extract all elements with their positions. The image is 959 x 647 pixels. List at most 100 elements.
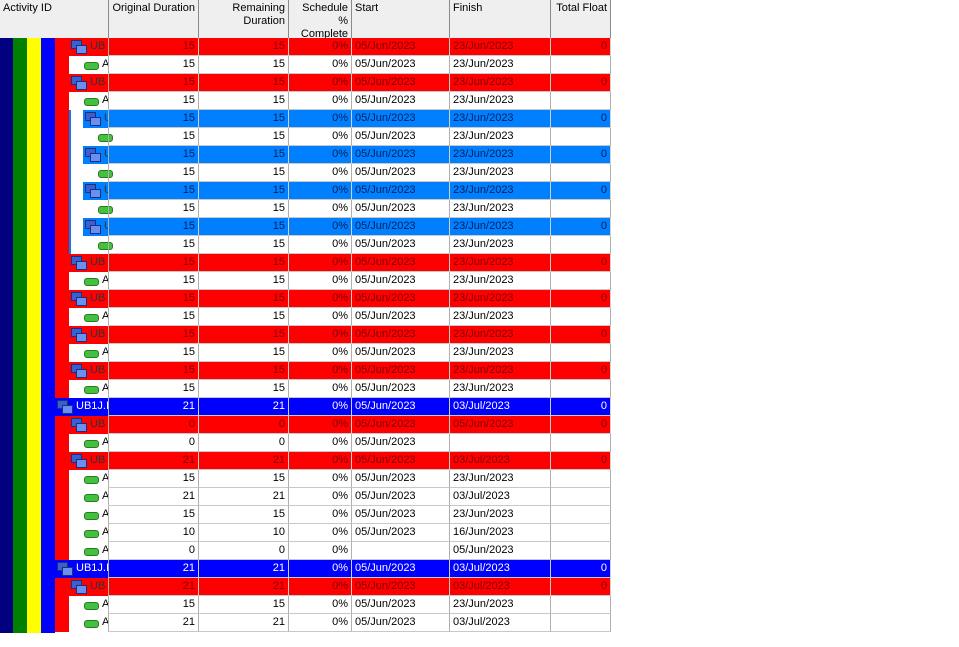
row-background (83, 506, 611, 524)
activity-id-cell[interactable]: UB (90, 364, 106, 376)
activity-row[interactable]: A 0 0 0% 05/Jun/2023 (0, 542, 611, 560)
total-float-cell (551, 506, 611, 524)
wbs-guide-line (69, 146, 83, 164)
column-header-total-float[interactable]: Total Float (551, 0, 611, 38)
schedule-complete-cell: 0% (289, 164, 352, 182)
activity-id-cell[interactable]: A (102, 490, 109, 502)
row-background (69, 362, 611, 380)
original-duration-cell: 15 (109, 92, 199, 110)
original-duration-cell: 15 (109, 74, 199, 92)
remaining-duration-cell: 21 (199, 488, 289, 506)
activity-row[interactable]: 15 15 0% 05/Jun/2023 23/Jun/2023 (0, 236, 611, 254)
wbs-row[interactable]: U 15 15 0% 05/Jun/2023 23/Jun/2023 0 (0, 182, 611, 200)
schedule-complete-cell: 0% (289, 272, 352, 290)
wbs-row[interactable]: UB 15 15 0% 05/Jun/2023 23/Jun/2023 0 (0, 38, 611, 56)
activity-id-cell[interactable]: A (102, 508, 109, 520)
activity-id-column-border (108, 92, 109, 110)
activity-id-cell[interactable]: UB (90, 328, 106, 340)
column-header-activity-id[interactable]: Activity ID (0, 0, 109, 38)
wbs-guide-line (55, 596, 69, 614)
original-duration-cell: 0 (109, 416, 199, 434)
activity-id-cell[interactable]: U (104, 220, 109, 232)
start-cell: 05/Jun/2023 (352, 128, 450, 146)
activity-id-cell[interactable]: A (102, 346, 109, 358)
row-background (83, 596, 611, 614)
activity-id-cell[interactable]: A (102, 310, 109, 322)
original-duration-cell: 15 (109, 128, 199, 146)
activity-id-cell[interactable]: UB (90, 76, 106, 88)
activity-id-cell[interactable]: A (102, 58, 109, 70)
activity-row[interactable]: A 15 15 0% 05/Jun/2023 23/Jun/2023 (0, 506, 611, 524)
column-header-original-duration[interactable]: Original Duration (109, 0, 199, 38)
activity-row[interactable]: A 0 0 0% 05/Jun/2023 (0, 434, 611, 452)
wbs-row[interactable]: UB 15 15 0% 05/Jun/2023 23/Jun/2023 0 (0, 254, 611, 272)
original-duration-cell: 21 (109, 452, 199, 470)
activity-bar-icon (84, 350, 99, 358)
activity-id-cell[interactable]: UB (90, 292, 106, 304)
wbs-row[interactable]: UB1J.I 21 21 0% 05/Jun/2023 03/Jul/2023 0 (0, 560, 611, 578)
wbs-row[interactable]: UB 15 15 0% 05/Jun/2023 23/Jun/2023 0 (0, 326, 611, 344)
activity-row[interactable]: A 21 21 0% 05/Jun/2023 03/Jul/2023 (0, 614, 611, 632)
activity-row[interactable]: 15 15 0% 05/Jun/2023 23/Jun/2023 (0, 128, 611, 146)
wbs-row[interactable]: UB 15 15 0% 05/Jun/2023 23/Jun/2023 0 (0, 290, 611, 308)
activity-id-cell[interactable]: A (102, 616, 109, 628)
activity-id-cell[interactable]: UB1J.I (76, 562, 109, 574)
activity-id-cell[interactable]: A (102, 382, 109, 394)
activity-id-cell[interactable]: U (104, 148, 109, 160)
activity-row[interactable]: A 15 15 0% 05/Jun/2023 23/Jun/2023 (0, 380, 611, 398)
table-header: Activity ID Original Duration Remaining … (0, 0, 611, 39)
wbs-row[interactable]: UB 0 0 0% 05/Jun/2023 05/Jun/2023 0 (0, 416, 611, 434)
activity-id-cell[interactable]: A (102, 472, 109, 484)
activity-id-cell[interactable]: UB1J.I (76, 400, 109, 412)
activity-row[interactable]: A 15 15 0% 05/Jun/2023 23/Jun/2023 (0, 470, 611, 488)
wbs-row[interactable]: U 15 15 0% 05/Jun/2023 23/Jun/2023 0 (0, 110, 611, 128)
wbs-row[interactable]: U 15 15 0% 05/Jun/2023 23/Jun/2023 0 (0, 218, 611, 236)
activity-id-cell[interactable]: UB (90, 256, 106, 268)
wbs-row[interactable]: UB 15 15 0% 05/Jun/2023 23/Jun/2023 0 (0, 362, 611, 380)
activity-id-cell[interactable]: A (102, 94, 109, 106)
activity-id-cell[interactable]: A (102, 598, 109, 610)
activity-row[interactable]: A 15 15 0% 05/Jun/2023 23/Jun/2023 (0, 92, 611, 110)
activity-row[interactable]: A 15 15 0% 05/Jun/2023 23/Jun/2023 (0, 56, 611, 74)
finish-cell: 23/Jun/2023 (450, 362, 551, 380)
wbs-row[interactable]: U 15 15 0% 05/Jun/2023 23/Jun/2023 0 (0, 146, 611, 164)
activity-id-cell[interactable]: UB (90, 454, 106, 466)
activity-id-cell[interactable]: UB (90, 40, 106, 52)
activity-id-column-border (108, 236, 109, 254)
activity-id-cell[interactable]: A (102, 526, 109, 538)
activity-row[interactable]: 15 15 0% 05/Jun/2023 23/Jun/2023 (0, 164, 611, 182)
column-header-start[interactable]: Start (352, 0, 450, 38)
column-header-finish[interactable]: Finish (450, 0, 551, 38)
activity-id-cell[interactable]: A (102, 274, 109, 286)
schedule-complete-cell: 0% (289, 398, 352, 416)
activity-id-cell[interactable]: UB (90, 418, 106, 430)
activity-row[interactable]: A 15 15 0% 05/Jun/2023 23/Jun/2023 (0, 272, 611, 290)
column-header-schedule-complete[interactable]: Schedule % Complete (289, 0, 352, 38)
total-float-cell: 0 (551, 452, 611, 470)
total-float-cell (551, 236, 611, 254)
schedule-complete-cell: 0% (289, 524, 352, 542)
wbs-row[interactable]: UB 21 21 0% 05/Jun/2023 03/Jul/2023 0 (0, 578, 611, 596)
remaining-duration-cell: 10 (199, 524, 289, 542)
activity-id-cell[interactable]: A (102, 436, 109, 448)
activity-id-cell[interactable]: U (104, 112, 109, 124)
activity-row[interactable]: A 15 15 0% 05/Jun/2023 23/Jun/2023 (0, 308, 611, 326)
activity-row[interactable]: A 15 15 0% 05/Jun/2023 23/Jun/2023 (0, 344, 611, 362)
column-header-remaining-duration[interactable]: Remaining Duration (199, 0, 289, 38)
activity-id-cell[interactable]: A (102, 544, 109, 556)
finish-cell: 23/Jun/2023 (450, 128, 551, 146)
wbs-guide-line (55, 56, 69, 74)
activity-row[interactable]: A 10 10 0% 05/Jun/2023 16/Jun/2023 (0, 524, 611, 542)
activity-row[interactable]: A 21 21 0% 05/Jun/2023 03/Jul/2023 (0, 488, 611, 506)
finish-cell: 03/Jul/2023 (450, 578, 551, 596)
wbs-row[interactable]: UB1J.I 21 21 0% 05/Jun/2023 03/Jul/2023 0 (0, 398, 611, 416)
wbs-row[interactable]: UB 21 21 0% 05/Jun/2023 03/Jul/2023 0 (0, 452, 611, 470)
finish-cell: 23/Jun/2023 (450, 38, 551, 56)
original-duration-cell: 0 (109, 434, 199, 452)
activity-id-cell[interactable]: UB (90, 580, 106, 592)
activity-row[interactable]: 15 15 0% 05/Jun/2023 23/Jun/2023 (0, 200, 611, 218)
wbs-row[interactable]: UB 15 15 0% 05/Jun/2023 23/Jun/2023 0 (0, 74, 611, 92)
activity-id-cell[interactable]: U (104, 184, 109, 196)
start-cell: 05/Jun/2023 (352, 326, 450, 344)
activity-row[interactable]: A 15 15 0% 05/Jun/2023 23/Jun/2023 (0, 596, 611, 614)
